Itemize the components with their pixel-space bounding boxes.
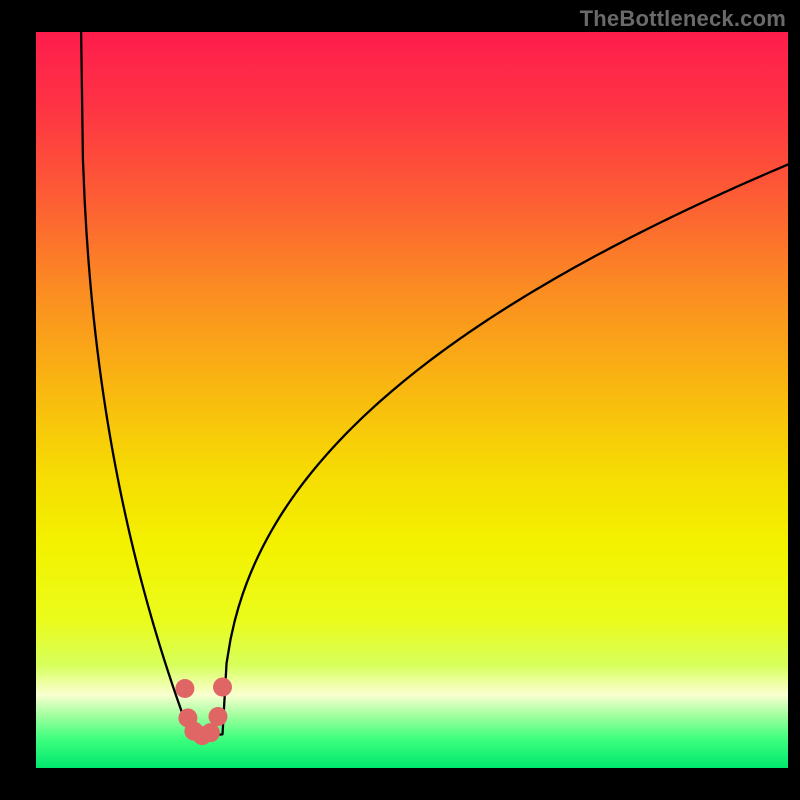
bottleneck-chart <box>0 0 800 800</box>
notch-marker-dot <box>201 723 220 742</box>
notch-marker-dot <box>175 679 194 698</box>
plot-gradient-background <box>36 32 788 768</box>
chart-stage: TheBottleneck.com <box>0 0 800 800</box>
watermark-text: TheBottleneck.com <box>580 6 786 32</box>
notch-marker-dot <box>208 707 227 726</box>
notch-marker-dot <box>213 678 232 697</box>
